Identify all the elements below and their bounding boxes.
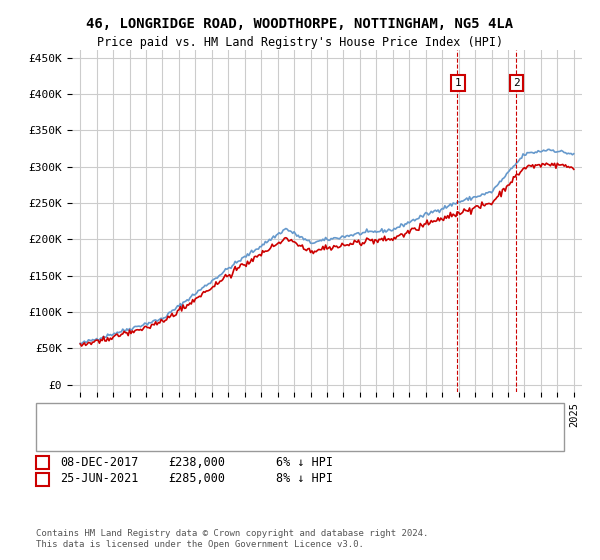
Text: 2: 2 (39, 474, 46, 484)
Text: 1: 1 (39, 457, 46, 467)
Text: 46, LONGRIDGE ROAD, WOODTHORPE, NOTTINGHAM, NG5 4LA (detached house): 46, LONGRIDGE ROAD, WOODTHORPE, NOTTINGH… (96, 405, 521, 416)
Text: ——: —— (54, 420, 69, 433)
Text: £238,000: £238,000 (168, 455, 225, 469)
Text: 2: 2 (514, 78, 520, 88)
Text: ——: —— (54, 404, 69, 417)
Text: 08-DEC-2017: 08-DEC-2017 (60, 455, 139, 469)
Text: 1: 1 (455, 78, 461, 88)
Text: 25-JUN-2021: 25-JUN-2021 (60, 472, 139, 486)
Text: 46, LONGRIDGE ROAD, WOODTHORPE, NOTTINGHAM, NG5 4LA: 46, LONGRIDGE ROAD, WOODTHORPE, NOTTINGH… (86, 17, 514, 31)
Text: £285,000: £285,000 (168, 472, 225, 486)
Text: 8% ↓ HPI: 8% ↓ HPI (276, 472, 333, 486)
Text: Price paid vs. HM Land Registry's House Price Index (HPI): Price paid vs. HM Land Registry's House … (97, 36, 503, 49)
Text: 6% ↓ HPI: 6% ↓ HPI (276, 455, 333, 469)
Text: Contains HM Land Registry data © Crown copyright and database right 2024.
This d: Contains HM Land Registry data © Crown c… (36, 529, 428, 549)
Text: HPI: Average price, detached house, Gedling: HPI: Average price, detached house, Gedl… (96, 422, 365, 432)
